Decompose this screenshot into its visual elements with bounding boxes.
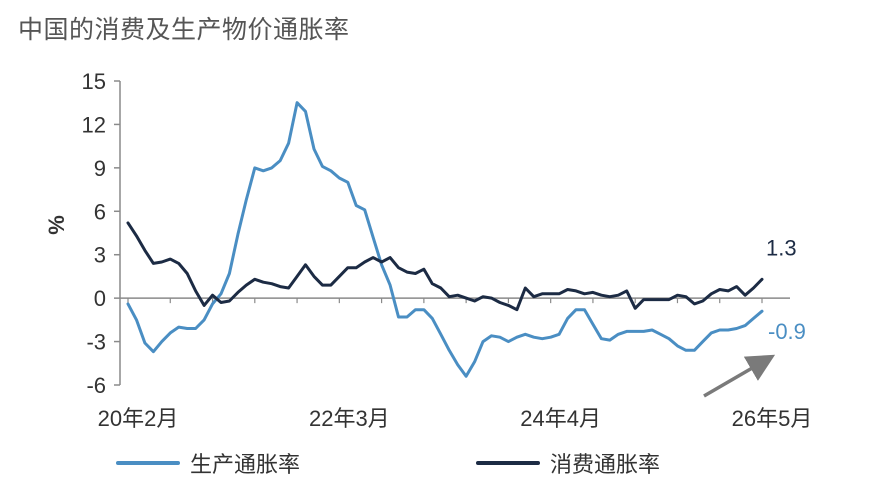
y-tick-label: 3: [94, 243, 106, 268]
y-tick-label: 15: [82, 69, 106, 94]
y-tick-label: -6: [86, 373, 106, 398]
x-tick-label: 22年3月: [309, 406, 390, 431]
x-tick-label: 20年2月: [98, 406, 179, 431]
y-tick-label: 9: [94, 156, 106, 181]
y-tick-label: 6: [94, 199, 106, 224]
y-tick-label: -3: [86, 330, 106, 355]
chart-title: 中国的消费及生产物价通胀率: [18, 15, 350, 44]
labels-layer: 1.3 -0.9: [703, 235, 806, 398]
end-label-cpi: 1.3: [766, 235, 797, 260]
x-tick-label: 24年4月: [520, 406, 601, 431]
x-tick-label: 26年5月: [732, 406, 813, 431]
y-tick-label: 12: [82, 112, 106, 137]
series-line-ppi: [126, 101, 764, 378]
series-line-cpi: [126, 221, 764, 312]
end-label-ppi: -0.9: [768, 319, 806, 344]
axes: 15 12 9 6 3 0 -3 -6 20年2月 22年3月 24年4月 26年5月%: [44, 69, 812, 431]
annotation-arrow: [703, 354, 776, 398]
y-axis-label: %: [44, 215, 69, 235]
series-layer: [126, 101, 764, 378]
y-tick-label: 0: [94, 286, 106, 311]
